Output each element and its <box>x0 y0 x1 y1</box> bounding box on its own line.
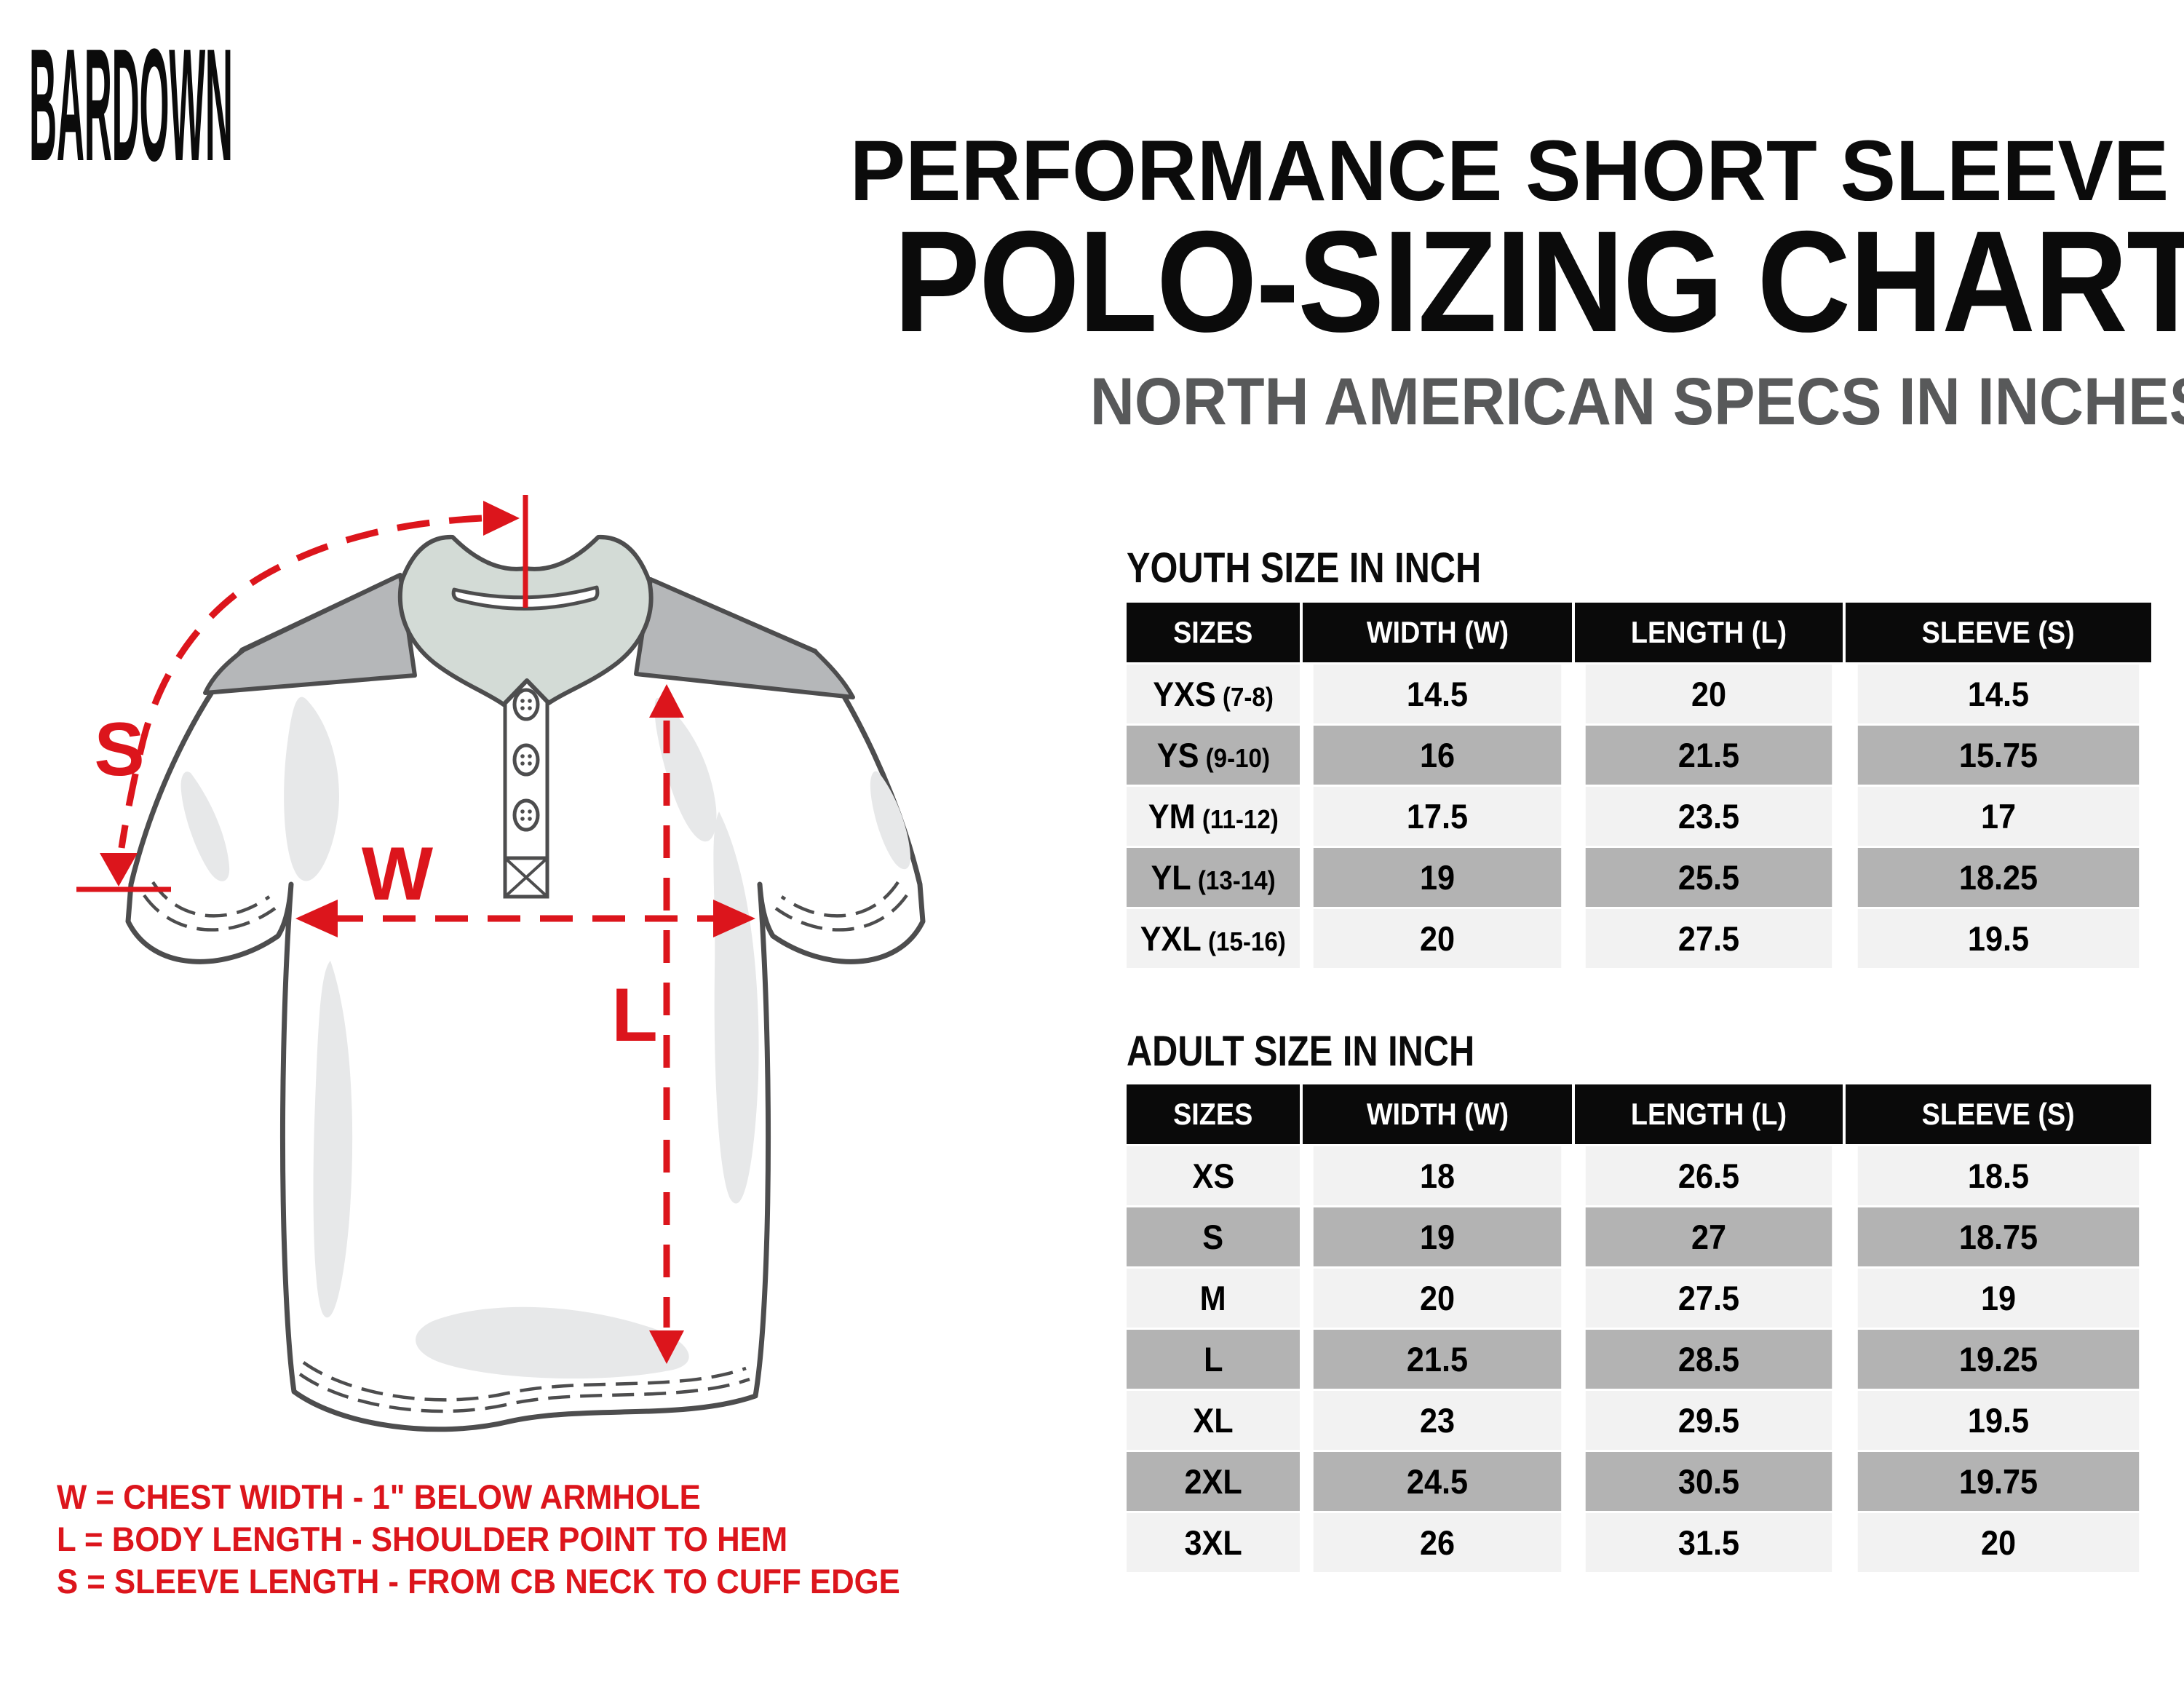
col-header-length: LENGTH (L) <box>1575 1084 1843 1144</box>
right-shoulder-panel <box>634 577 855 699</box>
width-cell: 20 <box>1313 909 1562 968</box>
polo-diagram-svg: S W L <box>76 495 926 1432</box>
fabric-shadow <box>180 771 230 881</box>
page-title-line2: POLO-SIZING CHART <box>894 201 2184 362</box>
sleeve-cell: 19.5 <box>1857 909 2140 968</box>
adult-size-table: SIZES WIDTH (W) LENGTH (L) SLEEVE (S) XS… <box>1127 1084 2151 1572</box>
fabric-shadow <box>654 697 717 842</box>
width-cell: 21.5 <box>1313 1330 1562 1389</box>
width-cell: 24.5 <box>1313 1452 1562 1511</box>
size-cell: YXL (15-16) <box>1127 909 1300 968</box>
col-header-sizes: SIZES <box>1127 603 1300 662</box>
adult-section-title: ADULT SIZE IN INCH <box>1127 1028 1475 1075</box>
size-cell: YS (9-10) <box>1127 726 1300 785</box>
width-cell: 18 <box>1313 1146 1562 1205</box>
width-cell: 19 <box>1313 848 1562 907</box>
sleeve-cell: 19.5 <box>1857 1391 2140 1450</box>
length-cell: 29.5 <box>1585 1391 1832 1450</box>
sleeve-dim-label: S <box>94 707 144 792</box>
polo-measurement-diagram: S W L <box>22 459 1055 1492</box>
col-header-width: WIDTH (W) <box>1303 1084 1572 1144</box>
length-cell: 23.5 <box>1585 787 1832 846</box>
right-cuff-stitching <box>774 894 908 932</box>
sleeve-cell: 17 <box>1857 787 2140 846</box>
page-subtitle: NORTH AMERICAN SPECS IN INCHES <box>1089 365 2184 439</box>
length-cell: 27.5 <box>1585 1269 1832 1328</box>
sleeve-arrow-bottom-head <box>100 853 138 886</box>
col-header-length: LENGTH (L) <box>1575 603 1843 662</box>
size-cell: M <box>1127 1269 1300 1328</box>
sleeve-cell: 15.75 <box>1857 726 2140 785</box>
measurement-legend: W = CHEST WIDTH - 1" BELOW ARMHOLE L = B… <box>57 1476 964 1603</box>
length-cell: 20 <box>1585 665 1832 723</box>
fabric-shadow <box>284 697 339 881</box>
bardown-logo: BARDOWN <box>29 15 233 194</box>
page-title-line1: PERFORMANCE SHORT SLEEVE <box>849 123 2169 219</box>
sleeve-cell: 18.5 <box>1857 1146 2140 1205</box>
size-cell: 3XL <box>1127 1513 1300 1572</box>
left-cuff-stitching <box>151 881 271 918</box>
width-cell: 20 <box>1313 1269 1562 1328</box>
width-cell: 14.5 <box>1313 665 1562 723</box>
size-cell: YXS (7-8) <box>1127 665 1300 723</box>
length-cell: 21.5 <box>1585 726 1832 785</box>
width-cell: 23 <box>1313 1391 1562 1450</box>
fabric-shadow <box>416 1306 689 1379</box>
width-arrow-right-head <box>713 900 755 937</box>
sleeve-cell: 19.25 <box>1857 1330 2140 1389</box>
width-cell: 16 <box>1313 726 1562 785</box>
sleeve-cell: 14.5 <box>1857 665 2140 723</box>
sleeve-cell: 18.75 <box>1857 1207 2140 1266</box>
width-cell: 17.5 <box>1313 787 1562 846</box>
width-cell: 26 <box>1313 1513 1562 1572</box>
sleeve-arrow-top-head <box>483 501 520 536</box>
legend-length-definition: L = BODY LENGTH - SHOULDER POINT TO HEM <box>57 1520 788 1558</box>
left-shoulder-panel <box>203 573 417 695</box>
sleeve-measure-arc <box>118 515 483 849</box>
size-cell: S <box>1127 1207 1300 1266</box>
length-cell: 26.5 <box>1585 1146 1832 1205</box>
length-dim-label: L <box>611 973 658 1058</box>
sleeve-cell: 18.25 <box>1857 848 2140 907</box>
width-arrow-left-head <box>295 900 338 937</box>
size-cell: L <box>1127 1330 1300 1389</box>
hem-stitching <box>298 1373 750 1413</box>
size-cell: 2XL <box>1127 1452 1300 1511</box>
col-header-width: WIDTH (W) <box>1303 603 1572 662</box>
col-header-sleeve: SLEEVE (S) <box>1846 603 2151 662</box>
size-cell: YL (13-14) <box>1127 848 1300 907</box>
polo-collar <box>397 534 654 707</box>
col-header-sizes: SIZES <box>1127 1084 1300 1144</box>
length-cell: 25.5 <box>1585 848 1832 907</box>
size-cell: YM (11-12) <box>1127 787 1300 846</box>
size-cell: XL <box>1127 1391 1300 1450</box>
legend-sleeve-definition: S = SLEEVE LENGTH - FROM CB NECK TO CUFF… <box>57 1562 900 1600</box>
sleeve-cell: 20 <box>1857 1513 2140 1572</box>
col-header-sleeve: SLEEVE (S) <box>1846 1084 2151 1144</box>
length-arrow-bottom-head <box>649 1330 684 1364</box>
length-arrow-top-head <box>649 684 684 718</box>
length-cell: 27.5 <box>1585 909 1832 968</box>
youth-size-table: SIZES WIDTH (W) LENGTH (L) SLEEVE (S) YX… <box>1127 603 2151 968</box>
size-cell: XS <box>1127 1146 1300 1205</box>
placket-cross <box>504 857 549 898</box>
hem-stitching <box>302 1361 747 1402</box>
width-dim-label: W <box>362 832 434 916</box>
placket-buttons <box>512 688 540 832</box>
length-cell: 27 <box>1585 1207 1832 1266</box>
sleeve-cell: 19.75 <box>1857 1452 2140 1511</box>
fabric-shadow <box>313 961 353 1318</box>
width-cell: 19 <box>1313 1207 1562 1266</box>
right-cuff-stitching <box>780 881 900 918</box>
left-cuff-stitching <box>143 894 277 932</box>
legend-width-definition: W = CHEST WIDTH - 1" BELOW ARMHOLE <box>57 1477 701 1516</box>
length-cell: 31.5 <box>1585 1513 1832 1572</box>
sleeve-cell: 19 <box>1857 1269 2140 1328</box>
length-cell: 28.5 <box>1585 1330 1832 1389</box>
length-cell: 30.5 <box>1585 1452 1832 1511</box>
fabric-shadow <box>870 771 911 870</box>
youth-section-title: YOUTH SIZE IN INCH <box>1127 544 1482 592</box>
